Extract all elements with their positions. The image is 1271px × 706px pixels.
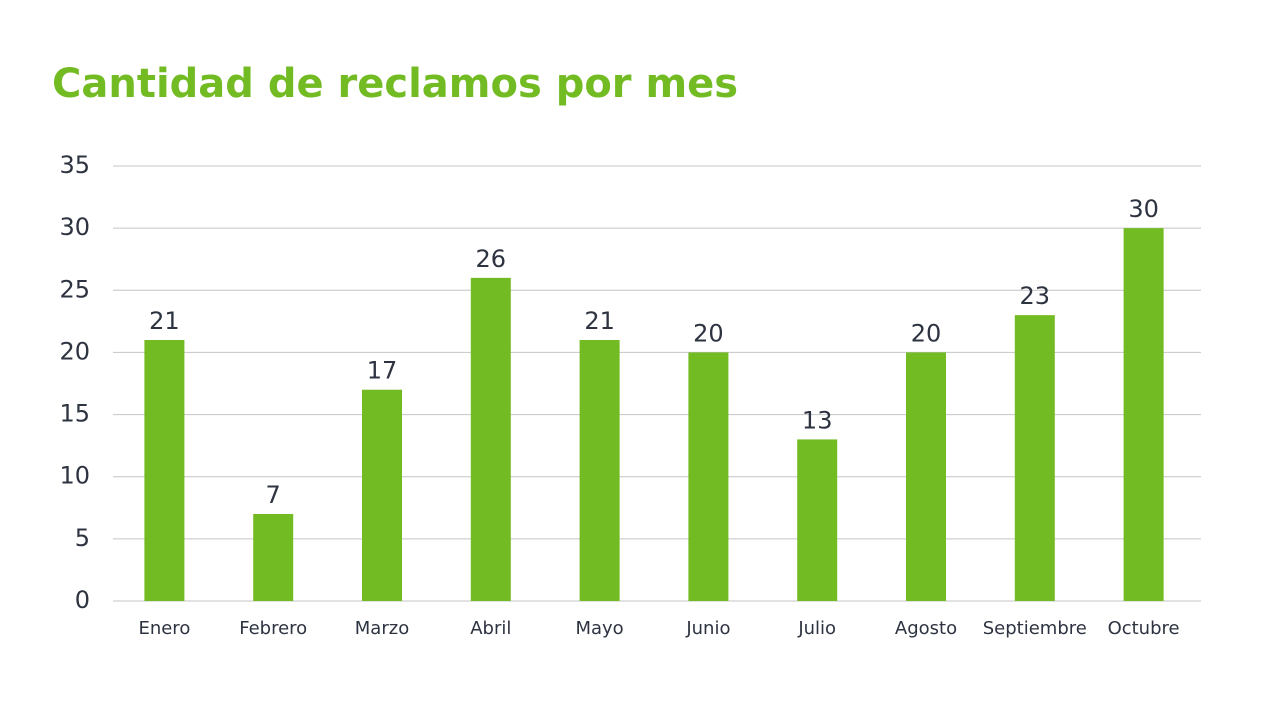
y-tick-label: 0 — [75, 586, 90, 614]
data-label: 30 — [1128, 195, 1159, 223]
bar — [362, 389, 402, 601]
x-tick-label: Mayo — [575, 618, 623, 639]
y-tick-label: 10 — [59, 462, 90, 490]
y-tick-label: 20 — [59, 337, 90, 365]
bar — [579, 340, 620, 601]
bar — [797, 439, 838, 601]
y-tick-label: 15 — [59, 400, 90, 428]
y-tick-label: 35 — [59, 151, 90, 179]
x-tick-label: Marzo — [355, 618, 409, 639]
x-tick-label: Octubre — [1108, 618, 1180, 639]
x-tick-label: Enero — [138, 618, 190, 639]
chart-title: Cantidad de reclamos por mes — [52, 61, 738, 107]
data-label: 20 — [911, 319, 942, 347]
y-tick-label: 30 — [59, 213, 90, 241]
data-label: 13 — [802, 406, 833, 434]
x-tick-label: Junio — [685, 618, 730, 639]
bar — [906, 352, 946, 601]
data-label: 7 — [266, 481, 281, 509]
data-label: 23 — [1020, 282, 1051, 310]
bar — [470, 277, 511, 601]
bar — [144, 340, 185, 601]
x-tick-label: Febrero — [239, 618, 307, 639]
x-tick-label: Agosto — [895, 618, 957, 639]
bar — [1014, 315, 1055, 601]
data-label: 20 — [693, 319, 724, 347]
data-label: 21 — [584, 307, 615, 335]
y-tick-label: 25 — [59, 275, 90, 303]
bar — [253, 514, 294, 601]
x-tick-label: Julio — [797, 618, 836, 639]
data-label: 26 — [476, 245, 507, 273]
data-label: 17 — [367, 357, 398, 385]
bar — [1123, 228, 1164, 601]
data-label: 21 — [149, 307, 180, 335]
x-tick-label: Abril — [470, 618, 511, 639]
x-tick-label: Septiembre — [983, 618, 1087, 639]
y-tick-label: 5 — [75, 524, 90, 552]
bar — [688, 352, 729, 601]
